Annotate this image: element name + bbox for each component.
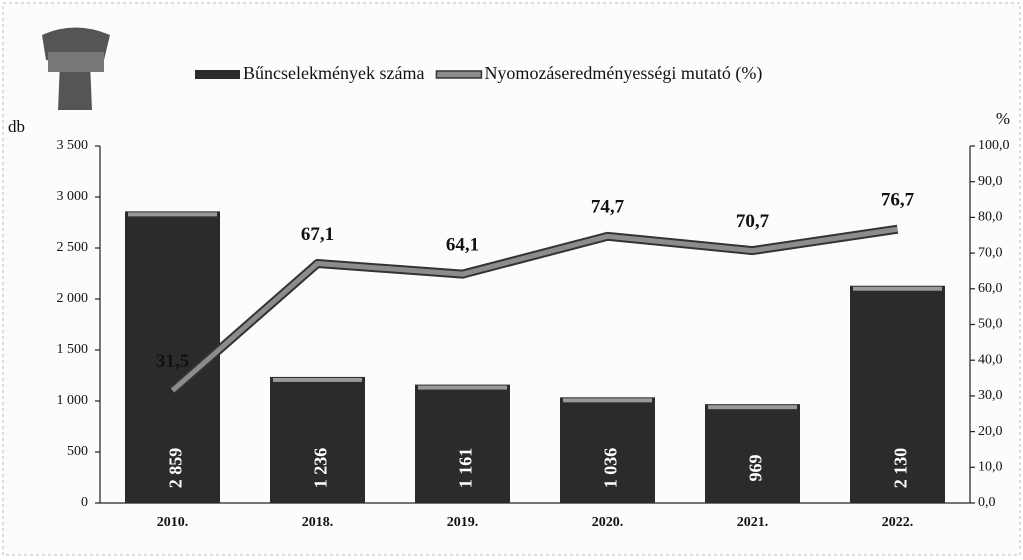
x-tick-label: 2019.	[447, 515, 479, 530]
bar-highlight	[853, 287, 942, 291]
bar-highlight	[563, 398, 652, 402]
y-tick-label: 2 000	[57, 291, 89, 306]
x-tick-label: 2010.	[157, 515, 189, 530]
y2-tick-label: 40,0	[978, 352, 1003, 367]
bar-value-label: 1 036	[601, 448, 621, 489]
y-tick-label: 3 500	[57, 138, 89, 153]
bar-value-label: 1 236	[311, 448, 331, 489]
bar	[705, 404, 800, 503]
y-tick-label: 500	[67, 444, 88, 459]
y2-tick-label: 0,0	[978, 495, 996, 510]
y2-tick-label: 30,0	[978, 388, 1003, 403]
y2-tick-label: 50,0	[978, 317, 1003, 332]
bar-highlight	[128, 212, 217, 216]
y2-tick-label: 100,0	[978, 138, 1010, 153]
y-tick-label: 0	[81, 495, 88, 510]
bar-value-label: 969	[746, 455, 766, 482]
line-value-label: 67,1	[301, 224, 334, 245]
y-tick-label: 3 000	[57, 189, 89, 204]
line-value-label: 76,7	[881, 190, 915, 211]
y-tick-label: 1 500	[57, 342, 89, 357]
y2-tick-label: 90,0	[978, 174, 1003, 189]
line-value-label: 64,1	[446, 235, 479, 256]
bar-highlight	[273, 378, 362, 382]
legend-label: Nyomozáseredményességi mutató (%)	[484, 63, 762, 84]
bar-value-label: 2 859	[166, 448, 186, 489]
bar-highlight	[418, 386, 507, 390]
y-axis-label: db	[8, 117, 25, 136]
legend-swatch	[436, 71, 481, 78]
chart: db % 0 500 1 000 1 500 2 000 2 500 3 000 3 500 0…	[0, 0, 1023, 560]
line-value-label: 31,5	[156, 351, 189, 372]
legend-label: Bűncselekmények száma	[243, 63, 424, 83]
line-value-label: 70,7	[736, 211, 770, 232]
bar-value-label: 2 130	[891, 448, 911, 489]
y-tick-label: 1 000	[57, 393, 89, 408]
line-value-label: 74,7	[591, 197, 625, 218]
x-tick-label: 2020.	[592, 515, 624, 530]
legend-swatch	[195, 70, 240, 79]
y2-tick-label: 60,0	[978, 281, 1003, 296]
bar-value-label: 1 161	[456, 448, 476, 489]
y2-tick-label: 20,0	[978, 424, 1003, 439]
x-tick-label: 2021.	[737, 515, 769, 530]
y2-tick-label: 70,0	[978, 245, 1003, 260]
y-tick-label: 2 500	[57, 240, 89, 255]
bar-highlight	[708, 405, 797, 409]
y2-tick-label: 10,0	[978, 460, 1003, 475]
y2-axis-label: %	[996, 109, 1010, 128]
x-tick-label: 2018.	[302, 515, 334, 530]
x-tick-label: 2022.	[882, 515, 914, 530]
y2-tick-label: 80,0	[978, 210, 1003, 225]
